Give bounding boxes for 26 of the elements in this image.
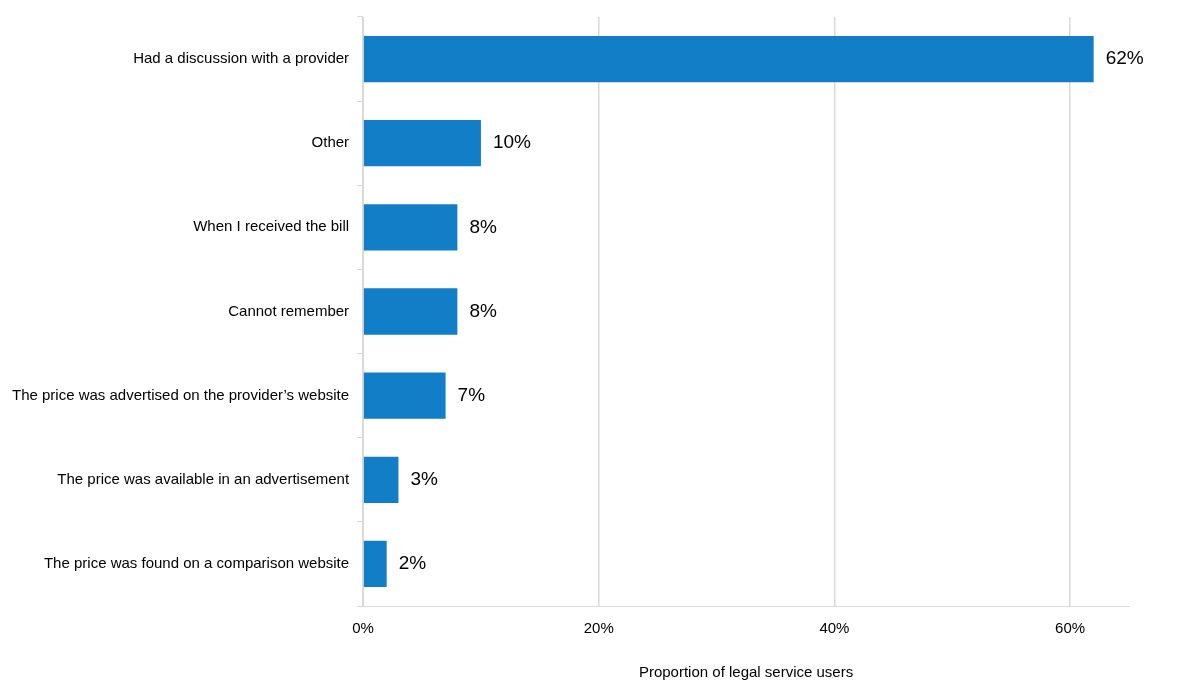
- data-label: 7%: [457, 383, 486, 405]
- data-label: 8%: [469, 299, 497, 321]
- y-tick-label: The price was available in an advertisement: [57, 469, 350, 487]
- y-tick-label: Had a discussion with a provider: [133, 49, 350, 67]
- bar: [363, 456, 399, 503]
- data-label: 8%: [469, 215, 497, 237]
- bar: [363, 288, 458, 335]
- y-tick-label: Cannot remember: [228, 301, 350, 319]
- bar: [363, 372, 446, 419]
- data-label: 10%: [492, 131, 532, 153]
- x-axis-title: Proportion of legal service users: [638, 663, 854, 681]
- y-tick-label: Other: [311, 133, 350, 151]
- bar: [363, 120, 481, 167]
- y-tick-label: The price was advertised on the provider’s website: [11, 385, 350, 403]
- data-label: 62%: [1105, 47, 1144, 69]
- x-tick-label: 0%: [352, 619, 374, 637]
- x-tick-label: 40%: [819, 619, 850, 637]
- x-tick-label: 60%: [1055, 619, 1086, 637]
- bar: [363, 35, 1094, 83]
- data-label: 3%: [410, 468, 439, 490]
- bar: [363, 540, 387, 588]
- y-tick-label: The price was found on a comparison website: [43, 554, 350, 572]
- data-label: 2%: [398, 552, 427, 574]
- bar: [363, 204, 458, 251]
- y-tick-label: When I received the bill: [193, 217, 350, 235]
- x-tick-label: 20%: [583, 619, 614, 637]
